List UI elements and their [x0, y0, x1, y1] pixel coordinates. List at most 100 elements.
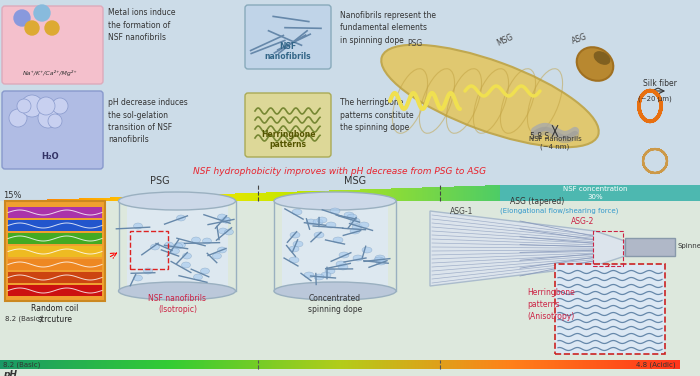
Ellipse shape [347, 214, 357, 220]
Bar [116, 197, 117, 201]
Bar [340, 190, 341, 201]
Bar [272, 192, 273, 201]
Bar [43, 200, 44, 201]
Bar [17, 200, 18, 201]
Bar [380, 189, 381, 201]
Bar [673, 360, 675, 369]
Bar [335, 360, 336, 369]
Bar [187, 195, 188, 201]
Bar [408, 188, 409, 201]
Bar [87, 198, 88, 201]
Bar [241, 193, 242, 201]
Bar [239, 360, 241, 369]
Bar [123, 197, 124, 201]
Bar [0, 201, 700, 376]
Bar [1, 360, 3, 369]
Bar [25, 360, 26, 369]
Bar [153, 196, 154, 201]
Bar [400, 188, 401, 201]
Bar [167, 196, 168, 201]
Bar [469, 360, 470, 369]
Bar [609, 360, 610, 369]
Bar [26, 200, 27, 201]
Bar [120, 360, 121, 369]
Bar [77, 199, 78, 201]
Bar [650, 360, 652, 369]
Bar [270, 193, 271, 201]
Bar [275, 192, 276, 201]
Bar [447, 360, 449, 369]
Bar [104, 198, 105, 201]
Bar [486, 185, 487, 201]
Bar [202, 194, 203, 201]
Bar [661, 360, 662, 369]
Bar [24, 200, 25, 201]
Bar [221, 194, 222, 201]
Bar [131, 197, 132, 201]
Bar [290, 192, 291, 201]
Bar [76, 360, 78, 369]
Bar [280, 192, 281, 201]
Bar [556, 360, 558, 369]
Bar [369, 189, 370, 201]
Bar [449, 360, 450, 369]
Bar [73, 199, 74, 201]
Bar [362, 190, 363, 201]
Bar [657, 360, 658, 369]
Bar [22, 200, 23, 201]
Bar [420, 188, 421, 201]
Bar [479, 360, 480, 369]
Bar [172, 196, 173, 201]
Text: 8.2 (Basic): 8.2 (Basic) [3, 361, 41, 368]
Bar [251, 193, 252, 201]
Bar [676, 360, 678, 369]
Bar [255, 193, 256, 201]
Bar [423, 360, 424, 369]
Bar [441, 187, 442, 201]
Bar [613, 360, 615, 369]
Bar [522, 360, 524, 369]
Bar [652, 360, 653, 369]
Ellipse shape [304, 272, 314, 278]
Bar [289, 192, 290, 201]
Bar [201, 194, 202, 201]
Bar [265, 360, 267, 369]
Bar [321, 360, 322, 369]
Bar [264, 360, 265, 369]
Bar [483, 185, 484, 201]
Bar [168, 196, 169, 201]
Bar [518, 360, 519, 369]
Bar [8, 360, 10, 369]
Bar [186, 360, 188, 369]
Bar [268, 360, 270, 369]
Ellipse shape [352, 224, 362, 230]
Bar [235, 360, 237, 369]
Bar [425, 187, 426, 201]
Text: NSF concentration
30%: NSF concentration 30% [563, 186, 627, 200]
Bar [678, 360, 680, 369]
Bar [180, 195, 181, 201]
Bar [555, 360, 556, 369]
Bar [365, 360, 366, 369]
Bar [89, 198, 90, 201]
Bar [343, 190, 344, 201]
Bar [453, 360, 454, 369]
Bar [529, 360, 531, 369]
Bar [430, 187, 431, 201]
Bar [268, 193, 269, 201]
Bar [240, 193, 241, 201]
Bar [416, 360, 417, 369]
Bar [363, 190, 364, 201]
Bar [124, 197, 125, 201]
Bar [113, 360, 114, 369]
Ellipse shape [362, 247, 372, 253]
Bar [466, 186, 467, 201]
Bar [30, 360, 32, 369]
Bar [347, 190, 348, 201]
Bar [81, 199, 82, 201]
Text: Herringbone
patterns
(Anisotropy): Herringbone patterns (Anisotropy) [527, 288, 575, 321]
Bar [664, 360, 665, 369]
Bar [12, 360, 13, 369]
Bar [23, 360, 25, 369]
Bar [195, 195, 196, 201]
